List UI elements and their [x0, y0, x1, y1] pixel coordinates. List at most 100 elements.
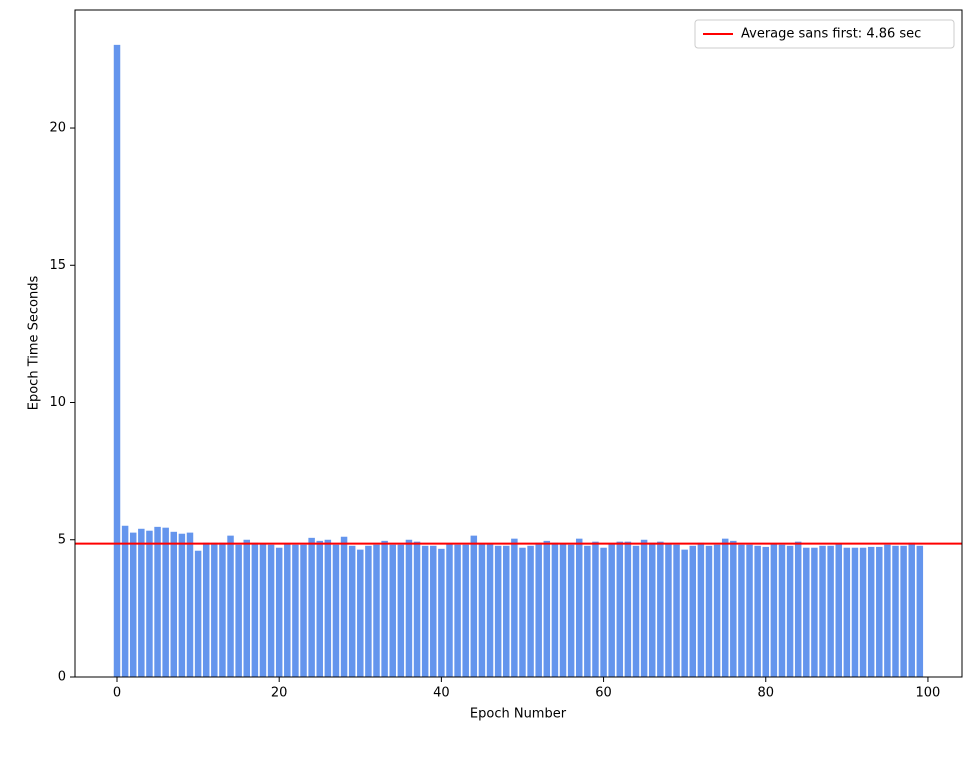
- bar: [527, 545, 534, 677]
- bar: [470, 535, 478, 677]
- bar: [381, 540, 388, 677]
- bar: [219, 542, 226, 677]
- bar: [770, 543, 778, 677]
- bar: [227, 535, 234, 677]
- bar: [867, 546, 875, 677]
- bar: [519, 547, 526, 677]
- bar: [357, 549, 364, 677]
- bar: [494, 545, 502, 677]
- bar: [657, 541, 664, 677]
- bar: [592, 541, 599, 677]
- bar: [892, 545, 899, 677]
- bar: [681, 549, 688, 677]
- bar: [713, 544, 721, 677]
- bar: [705, 545, 713, 677]
- bar: [292, 544, 299, 677]
- bar: [324, 539, 332, 677]
- x-tick-label: 0: [113, 686, 121, 701]
- y-axis-label: Epoch Time Seconds: [27, 276, 42, 411]
- bar: [503, 545, 510, 677]
- bar: [730, 540, 737, 677]
- bar: [421, 545, 429, 677]
- x-tick-label: 80: [757, 686, 774, 701]
- bar: [876, 546, 883, 677]
- bar: [235, 544, 242, 677]
- bar: [430, 545, 437, 677]
- bar: [186, 532, 194, 677]
- bar: [884, 544, 891, 677]
- bar: [138, 528, 145, 677]
- bar: [551, 542, 559, 677]
- bar: [170, 531, 178, 677]
- x-axis-label: Epoch Number: [470, 707, 567, 722]
- bar: [478, 543, 486, 677]
- bar: [365, 545, 372, 677]
- bar: [438, 548, 445, 677]
- bar: [648, 542, 656, 677]
- bar: [665, 543, 672, 677]
- bar: [835, 543, 842, 677]
- bar: [689, 545, 697, 677]
- bar: [803, 547, 810, 677]
- bar: [454, 544, 461, 677]
- bar: [535, 542, 542, 677]
- bar: [827, 545, 834, 677]
- bar: [697, 542, 705, 677]
- bar: [259, 543, 267, 677]
- bar: [162, 527, 169, 677]
- bar: [851, 547, 859, 677]
- bar: [251, 542, 259, 677]
- x-tick-label: 100: [916, 686, 941, 701]
- y-tick-label: 20: [49, 121, 66, 136]
- y-tick-label: 15: [49, 258, 66, 273]
- legend-label: Average sans first: 4.86 sec: [741, 27, 921, 42]
- bar: [397, 544, 405, 677]
- bar: [284, 543, 291, 677]
- bar: [811, 547, 818, 677]
- bar: [348, 545, 356, 677]
- y-tick-label: 5: [58, 532, 66, 547]
- bar: [373, 544, 380, 677]
- bar: [900, 545, 907, 677]
- bar: [462, 544, 469, 677]
- bar: [786, 545, 794, 677]
- bar: [916, 545, 924, 677]
- x-tick-label: 60: [595, 686, 612, 701]
- bar: [413, 541, 421, 677]
- bar: [146, 530, 153, 677]
- bar: [859, 547, 867, 677]
- bar: [129, 532, 137, 677]
- bar: [567, 544, 575, 677]
- bar: [584, 545, 591, 677]
- bar: [267, 544, 275, 677]
- bar: [778, 544, 786, 677]
- bar: [600, 547, 607, 677]
- bar: [559, 543, 567, 677]
- y-tick-label: 0: [58, 670, 66, 685]
- bar: [746, 544, 753, 677]
- bar: [486, 543, 494, 677]
- bar: [843, 547, 851, 677]
- bar: [624, 541, 632, 677]
- bar: [794, 541, 802, 677]
- bar: [721, 538, 729, 677]
- bar: [154, 526, 161, 677]
- bar: [211, 542, 218, 677]
- bar: [316, 540, 323, 677]
- x-tick-label: 20: [271, 686, 288, 701]
- plot-frame: [74, 9, 963, 678]
- bar: [640, 539, 648, 677]
- bar: [673, 544, 680, 677]
- bar: [340, 536, 348, 677]
- bar: [275, 547, 283, 677]
- bar: [738, 544, 745, 677]
- bar: [819, 545, 826, 677]
- legend-box: [694, 19, 955, 49]
- bar: [511, 538, 518, 677]
- bar: [202, 542, 210, 677]
- bar: [754, 545, 761, 677]
- bar: [332, 544, 340, 677]
- bar: [300, 544, 307, 677]
